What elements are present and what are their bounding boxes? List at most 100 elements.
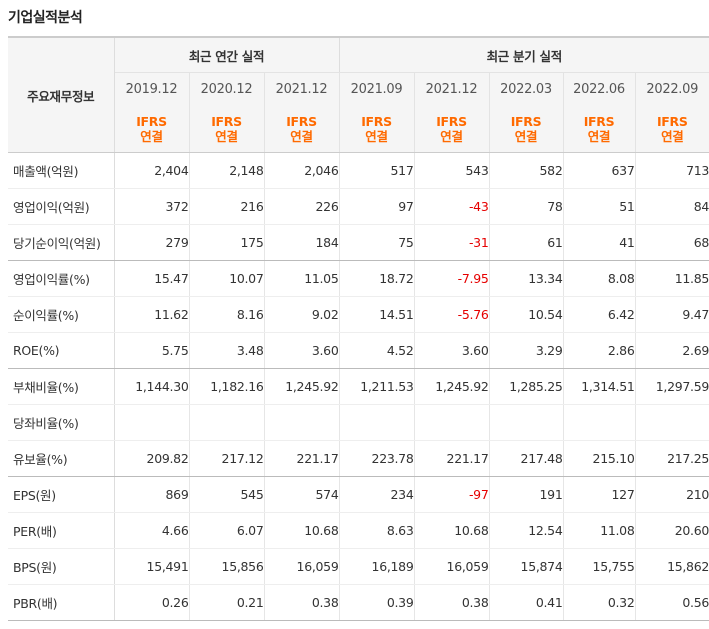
- row-label: 당기순이익(억원): [8, 224, 115, 261]
- period-header: 2020.12: [188, 72, 264, 106]
- row-label: 영업이익률(%): [8, 260, 115, 297]
- value-cell: 11.62: [113, 296, 189, 333]
- value-cell: 279: [113, 224, 189, 261]
- basis-consolidation: 연결: [290, 129, 313, 144]
- period-header: 2021.12: [413, 72, 489, 106]
- basis-header: IFRS 연결: [263, 106, 339, 153]
- value-cell: 1,182.16: [188, 368, 264, 405]
- value-cell: 2,148: [188, 152, 264, 189]
- period-header: 2021.12: [263, 72, 339, 106]
- value-cell: 2.69: [634, 332, 709, 369]
- row-label: EPS(원): [8, 476, 115, 513]
- table-row: 영업이익률(%) 15.47 10.07 11.05 18.72 -7.95 13.34 8.…: [8, 260, 709, 297]
- value-cell: 0.38: [413, 584, 489, 621]
- value-cell: [338, 404, 414, 441]
- basis-standard: IFRS: [136, 114, 167, 129]
- basis-consolidation: 연결: [365, 129, 388, 144]
- value-cell: [413, 404, 489, 441]
- value-cell: 0.38: [263, 584, 339, 621]
- value-cell: 75: [338, 224, 414, 261]
- value-cell: 4.52: [338, 332, 414, 369]
- value-cell: 16,059: [263, 548, 339, 585]
- value-cell: 869: [113, 476, 189, 513]
- basis-standard: IFRS: [286, 114, 317, 129]
- basis-consolidation: 연결: [514, 129, 538, 144]
- table-row: 영업이익(억원) 372 216 226 97 -43 78 51 84: [8, 188, 709, 225]
- section-title: 기업실적분석: [8, 10, 83, 26]
- value-cell: -5.76: [413, 296, 489, 333]
- value-cell: 97: [338, 188, 414, 225]
- value-cell: 11.08: [562, 512, 635, 549]
- value-cell: 6.42: [562, 296, 635, 333]
- value-cell: 2,404: [113, 152, 189, 189]
- value-cell: 1,314.51: [562, 368, 635, 405]
- row-label: 유보율(%): [8, 440, 115, 477]
- basis-consolidation: 연결: [440, 129, 463, 144]
- value-cell: [263, 404, 339, 441]
- value-cell: 4.66: [113, 512, 189, 549]
- quarter-group-header: 최근 분기 실적: [338, 36, 709, 73]
- value-cell: 15,862: [634, 548, 709, 585]
- value-cell: [113, 404, 189, 441]
- basis-standard: IFRS: [656, 114, 688, 129]
- value-cell: 226: [263, 188, 339, 225]
- basis-standard: IFRS: [361, 114, 392, 129]
- value-cell: 15,874: [488, 548, 563, 585]
- period-header: 2019.12: [113, 72, 189, 106]
- basis-consolidation: 연결: [661, 129, 684, 144]
- value-cell: 0.56: [634, 584, 709, 621]
- basis-header: IFRS 연결: [634, 106, 709, 153]
- value-cell: 1,245.92: [413, 368, 489, 405]
- value-cell: 8.63: [338, 512, 414, 549]
- basis-header: IFRS 연결: [113, 106, 189, 153]
- row-label: PBR(배): [8, 584, 115, 621]
- value-cell: 216: [188, 188, 264, 225]
- value-cell: 0.26: [113, 584, 189, 621]
- value-cell: 582: [488, 152, 563, 189]
- value-cell: 191: [488, 476, 563, 513]
- value-cell: 637: [562, 152, 635, 189]
- basis-standard: IFRS: [510, 114, 542, 129]
- value-cell: [634, 404, 709, 441]
- value-cell: 1,144.30: [113, 368, 189, 405]
- basis-header: IFRS 연결: [338, 106, 414, 153]
- row-label: ROE(%): [8, 332, 115, 369]
- value-cell: 13.34: [488, 260, 563, 297]
- table-row: 당기순이익(억원) 279 175 184 75 -31 61 41 68: [8, 224, 709, 261]
- value-cell: 12.54: [488, 512, 563, 549]
- value-cell: [562, 404, 635, 441]
- value-cell: 1,245.92: [263, 368, 339, 405]
- value-cell: 543: [413, 152, 489, 189]
- value-cell: 0.39: [338, 584, 414, 621]
- value-cell: -31: [413, 224, 489, 261]
- value-cell: 10.68: [263, 512, 339, 549]
- basis-header: IFRS 연결: [188, 106, 264, 153]
- value-cell: 78: [488, 188, 563, 225]
- value-cell: 574: [263, 476, 339, 513]
- value-cell: 6.07: [188, 512, 264, 549]
- value-cell: [188, 404, 264, 441]
- period-header: 2021.09: [338, 72, 414, 106]
- value-cell: 51: [562, 188, 635, 225]
- value-cell: 3.29: [488, 332, 563, 369]
- value-cell: 0.32: [562, 584, 635, 621]
- value-cell: 234: [338, 476, 414, 513]
- value-cell: 217.25: [634, 440, 709, 477]
- value-cell: 3.60: [413, 332, 489, 369]
- basis-standard: IFRS: [211, 114, 242, 129]
- basis-header: IFRS 연결: [413, 106, 489, 153]
- value-cell: 84: [634, 188, 709, 225]
- value-cell: 127: [562, 476, 635, 513]
- value-cell: 9.47: [634, 296, 709, 333]
- value-cell: 0.21: [188, 584, 264, 621]
- value-cell: 223.78: [338, 440, 414, 477]
- value-cell: 14.51: [338, 296, 414, 333]
- value-cell: 221.17: [413, 440, 489, 477]
- value-cell: 61: [488, 224, 563, 261]
- value-cell: 16,059: [413, 548, 489, 585]
- period-header: 2022.06: [562, 72, 635, 106]
- value-cell: 3.60: [263, 332, 339, 369]
- value-cell: -7.95: [413, 260, 489, 297]
- value-cell: 0.41: [488, 584, 563, 621]
- value-cell: 2,046: [263, 152, 339, 189]
